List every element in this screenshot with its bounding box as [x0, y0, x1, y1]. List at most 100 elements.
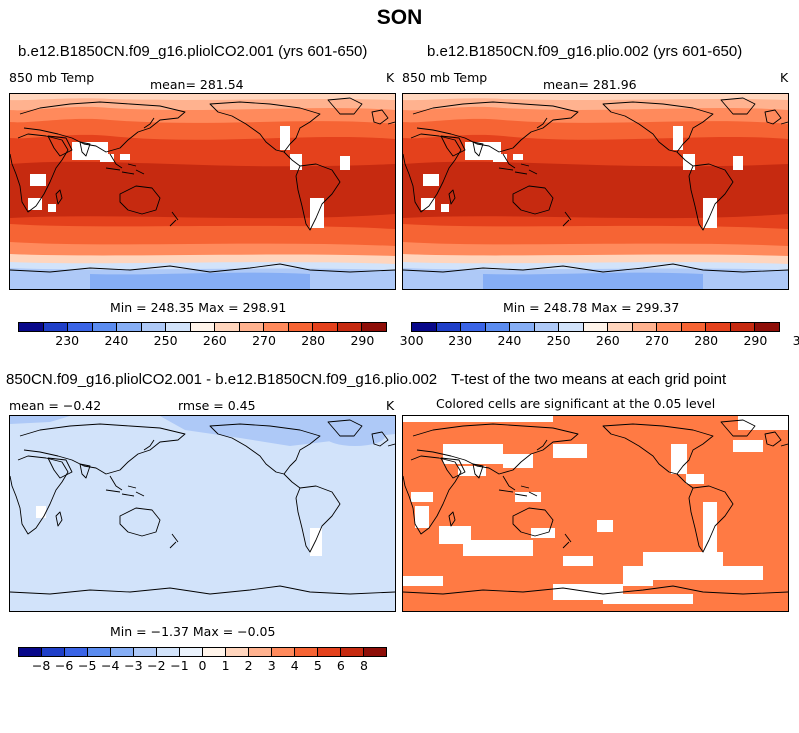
- colorbar-swatch: [341, 648, 364, 656]
- colorbar-swatch: [730, 323, 756, 331]
- colorbar-swatch: [264, 323, 289, 331]
- panel2-title: b.e12.B1850CN.f09_g16.plio.002 (yrs 601-…: [427, 43, 743, 60]
- colorbar-swatch: [485, 323, 511, 331]
- colorbar-tick-label: 270: [252, 333, 276, 348]
- colorbar-swatch: [117, 323, 142, 331]
- colorbar-tick-label: 290: [743, 333, 768, 348]
- colorbar-tick-label: 4: [290, 658, 299, 673]
- colorbar-tick-label: 0: [198, 658, 207, 673]
- colorbar-swatch: [632, 323, 658, 331]
- colorbar-tick-label: −4: [101, 658, 120, 673]
- colorbar-tick-label: 300: [399, 333, 424, 348]
- colorbar-swatch: [608, 323, 633, 331]
- colorbar-tick-label: 290: [350, 333, 375, 348]
- colorbar-tick-label: −2: [147, 658, 166, 673]
- panel3-difference-map: [9, 415, 396, 612]
- colorbar-swatch: [755, 323, 779, 331]
- panel3-colorbar: [18, 647, 387, 657]
- colorbar-tick-label: 260: [595, 333, 620, 348]
- colorbar-swatch: [583, 323, 609, 331]
- colorbar-tick-label: 2: [244, 658, 253, 673]
- colorbar-swatch: [180, 648, 203, 656]
- panel2-mean: mean= 281.96: [543, 77, 637, 92]
- panel4-significance-map: [402, 415, 789, 612]
- panel4-subtitle: Colored cells are significant at the 0.0…: [436, 396, 716, 411]
- colorbar-tick-label: 280: [694, 333, 719, 348]
- panel1-mean: mean= 281.54: [150, 77, 244, 92]
- panel1-temperature-map: [9, 93, 396, 290]
- panel3-colorbar-labels: −8 −6 −5 −4 −3 −2 −1 0 1 2 3 4 5 6 8: [18, 658, 387, 674]
- colorbar-swatch: [92, 323, 118, 331]
- colorbar-tick-label: 270: [645, 333, 669, 348]
- colorbar-swatch: [681, 323, 707, 331]
- colorbar-tick-label: 250: [153, 333, 178, 348]
- colorbar-swatch: [534, 323, 560, 331]
- colorbar-tick-label: −1: [170, 658, 189, 673]
- panel2-variable: 850 mb Temp: [402, 70, 488, 85]
- panel3-title: 850CN.f09_g16.pliolCO2.001 - b.e12.B1850…: [6, 371, 438, 388]
- colorbar-swatch: [362, 323, 386, 331]
- colorbar-swatch: [272, 648, 295, 656]
- panel3-mean: mean = −0.42: [9, 398, 102, 413]
- colorbar-tick-label: 280: [301, 333, 326, 348]
- colorbar-tick-label: 230: [448, 333, 473, 348]
- colorbar-swatch: [226, 648, 249, 656]
- colorbar-tick-label: 6: [336, 658, 345, 673]
- colorbar-swatch: [706, 323, 731, 331]
- panel2-units: K: [780, 70, 789, 85]
- colorbar-swatch: [249, 648, 272, 656]
- panel2-colorbar: [411, 322, 780, 332]
- colorbar-swatch: [157, 648, 180, 656]
- panel1-colorbar: [18, 322, 387, 332]
- panel3-units: K: [386, 398, 395, 413]
- colorbar-swatch: [461, 323, 486, 331]
- colorbar-tick-label: 240: [497, 333, 522, 348]
- panel3-minmax: Min = −1.37 Max = −0.05: [110, 624, 276, 639]
- colorbar-swatch: [436, 323, 462, 331]
- colorbar-swatch: [510, 323, 535, 331]
- colorbar-tick-label: −6: [54, 658, 74, 673]
- colorbar-tick-label: 5: [313, 658, 322, 673]
- colorbar-tick-label: 240: [104, 333, 129, 348]
- panel1-minmax: Min = 248.35 Max = 298.91: [110, 300, 287, 315]
- colorbar-swatch: [111, 648, 134, 656]
- colorbar-tick-label: 8: [359, 658, 368, 673]
- panel1-variable: 850 mb Temp: [9, 70, 95, 85]
- colorbar-swatch: [215, 323, 240, 331]
- colorbar-tick-label: 230: [55, 333, 80, 348]
- colorbar-swatch: [65, 648, 88, 656]
- colorbar-swatch: [318, 648, 341, 656]
- colorbar-swatch: [203, 648, 226, 656]
- colorbar-swatch: [239, 323, 265, 331]
- panel1-title: b.e12.B1850CN.f09_g16.pliolCO2.001 (yrs …: [18, 43, 368, 60]
- colorbar-swatch: [295, 648, 318, 656]
- colorbar-tick-label: −3: [124, 658, 143, 673]
- colorbar-tick-label: 3: [267, 658, 276, 673]
- panel3-rmse: rmse = 0.45: [178, 398, 256, 413]
- colorbar-swatch: [412, 323, 437, 331]
- colorbar-swatch: [43, 323, 69, 331]
- colorbar-swatch: [288, 323, 314, 331]
- colorbar-tick-label: 260: [202, 333, 227, 348]
- colorbar-tick-label: −8: [31, 658, 51, 673]
- colorbar-swatch: [19, 323, 44, 331]
- colorbar-swatch: [337, 323, 363, 331]
- panel1-units: K: [386, 70, 395, 85]
- colorbar-swatch: [68, 323, 93, 331]
- colorbar-swatch: [141, 323, 167, 331]
- colorbar-swatch: [42, 648, 65, 656]
- colorbar-swatch: [88, 648, 111, 656]
- panel2-temperature-map: [402, 93, 789, 290]
- panel1-colorbar-labels: 230 240 250 260 270 280 290 300: [18, 333, 423, 349]
- colorbar-swatch: [657, 323, 682, 331]
- colorbar-swatch: [166, 323, 191, 331]
- colorbar-swatch: [364, 648, 386, 656]
- panel4-title: T-test of the two means at each grid poi…: [451, 371, 727, 388]
- colorbar-tick-label: 1: [221, 658, 230, 673]
- colorbar-tick-label: 300: [792, 333, 799, 348]
- colorbar-swatch: [559, 323, 584, 331]
- colorbar-swatch: [190, 323, 216, 331]
- panel2-minmax: Min = 248.78 Max = 299.37: [503, 300, 680, 315]
- figure-title: SON: [376, 6, 423, 29]
- colorbar-swatch: [313, 323, 338, 331]
